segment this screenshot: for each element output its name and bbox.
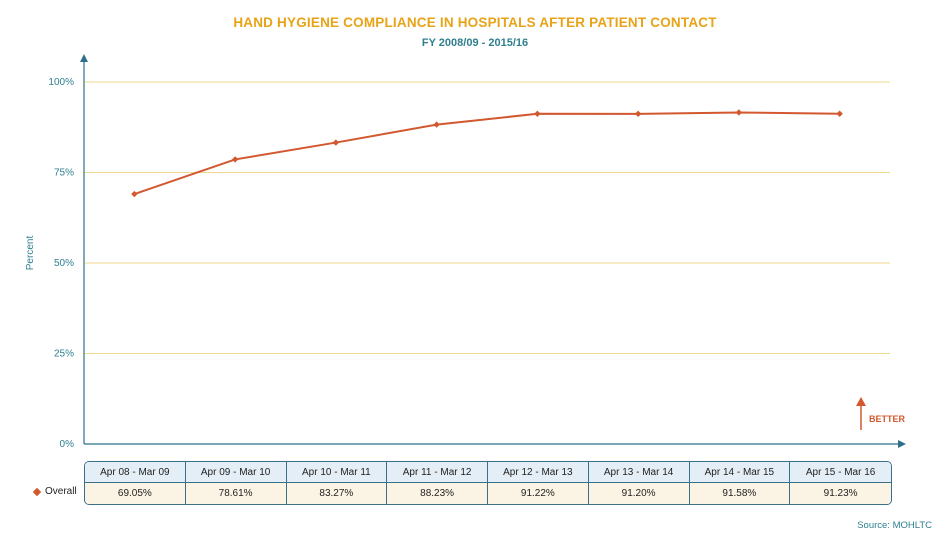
y-axis-arrow-icon: [80, 54, 88, 62]
better-arrow-icon: [856, 397, 866, 406]
table-value-cell: 91.20%: [588, 483, 690, 504]
y-tick-labels: 0% 25% 50% 75% 100%: [48, 77, 74, 450]
table-header-cell: Apr 11 - Mar 12: [387, 462, 488, 483]
y-axis-label: Percent: [25, 236, 36, 271]
axes: [80, 54, 906, 448]
chart-subtitle: FY 2008/09 - 2015/16: [421, 37, 529, 49]
table-value-cell: 69.05%: [85, 483, 186, 504]
table-value-cell: 91.58%: [689, 483, 791, 504]
data-point: [231, 156, 239, 163]
better-label: BETTER: [869, 414, 905, 424]
series-points: [131, 109, 843, 198]
data-point: [634, 110, 642, 118]
y-tick-label: 50%: [54, 258, 74, 269]
table-value-cell: 78.61%: [185, 483, 287, 504]
y-tick-label: 25%: [54, 349, 74, 360]
table-header-cell: Apr 13 - Mar 14: [588, 462, 690, 483]
table-value-cell: 91.22%: [488, 483, 589, 504]
series-line-overall: [134, 111, 840, 195]
data-point: [131, 190, 138, 198]
table-header-cell: Apr 14 - Mar 15: [689, 462, 791, 483]
y-tick-label: 0%: [60, 439, 75, 450]
series-marker-icon: [32, 487, 42, 496]
table-value-cell: 83.27%: [286, 483, 388, 504]
chart-title: HAND HYGIENE COMPLIANCE IN HOSPITALS AFT…: [233, 15, 717, 30]
series-legend: Overall: [32, 486, 77, 497]
y-tick-label: 75%: [54, 168, 74, 179]
data-point: [534, 110, 541, 117]
table-header-cell: Apr 09 - Mar 10: [185, 462, 287, 483]
table-value-cell: 91.23%: [790, 483, 891, 504]
table-header-cell: Apr 12 - Mar 13: [488, 462, 589, 483]
table-header-cell: Apr 08 - Mar 09: [85, 462, 186, 483]
y-tick-label: 100%: [48, 77, 74, 88]
source-note: Source: MOHLTC: [857, 520, 932, 531]
gridlines: [85, 81, 890, 354]
data-point: [836, 110, 843, 117]
data-point: [332, 139, 340, 146]
data-table: Apr 08 - Mar 09 Apr 09 - Mar 10 Apr 10 - M…: [84, 461, 892, 505]
table-value-cell: 88.23%: [387, 483, 488, 504]
data-point: [433, 121, 440, 128]
series-name: Overall: [45, 486, 77, 497]
table-header-cell: Apr 15 - Mar 16: [790, 462, 891, 483]
line-chart: 0% 25% 50% 75% 100% Percent: [25, 54, 906, 450]
table-header-cell: Apr 10 - Mar 11: [286, 462, 388, 483]
data-point: [735, 109, 743, 116]
better-indicator: [856, 397, 866, 430]
x-axis-arrow-icon: [898, 440, 906, 448]
